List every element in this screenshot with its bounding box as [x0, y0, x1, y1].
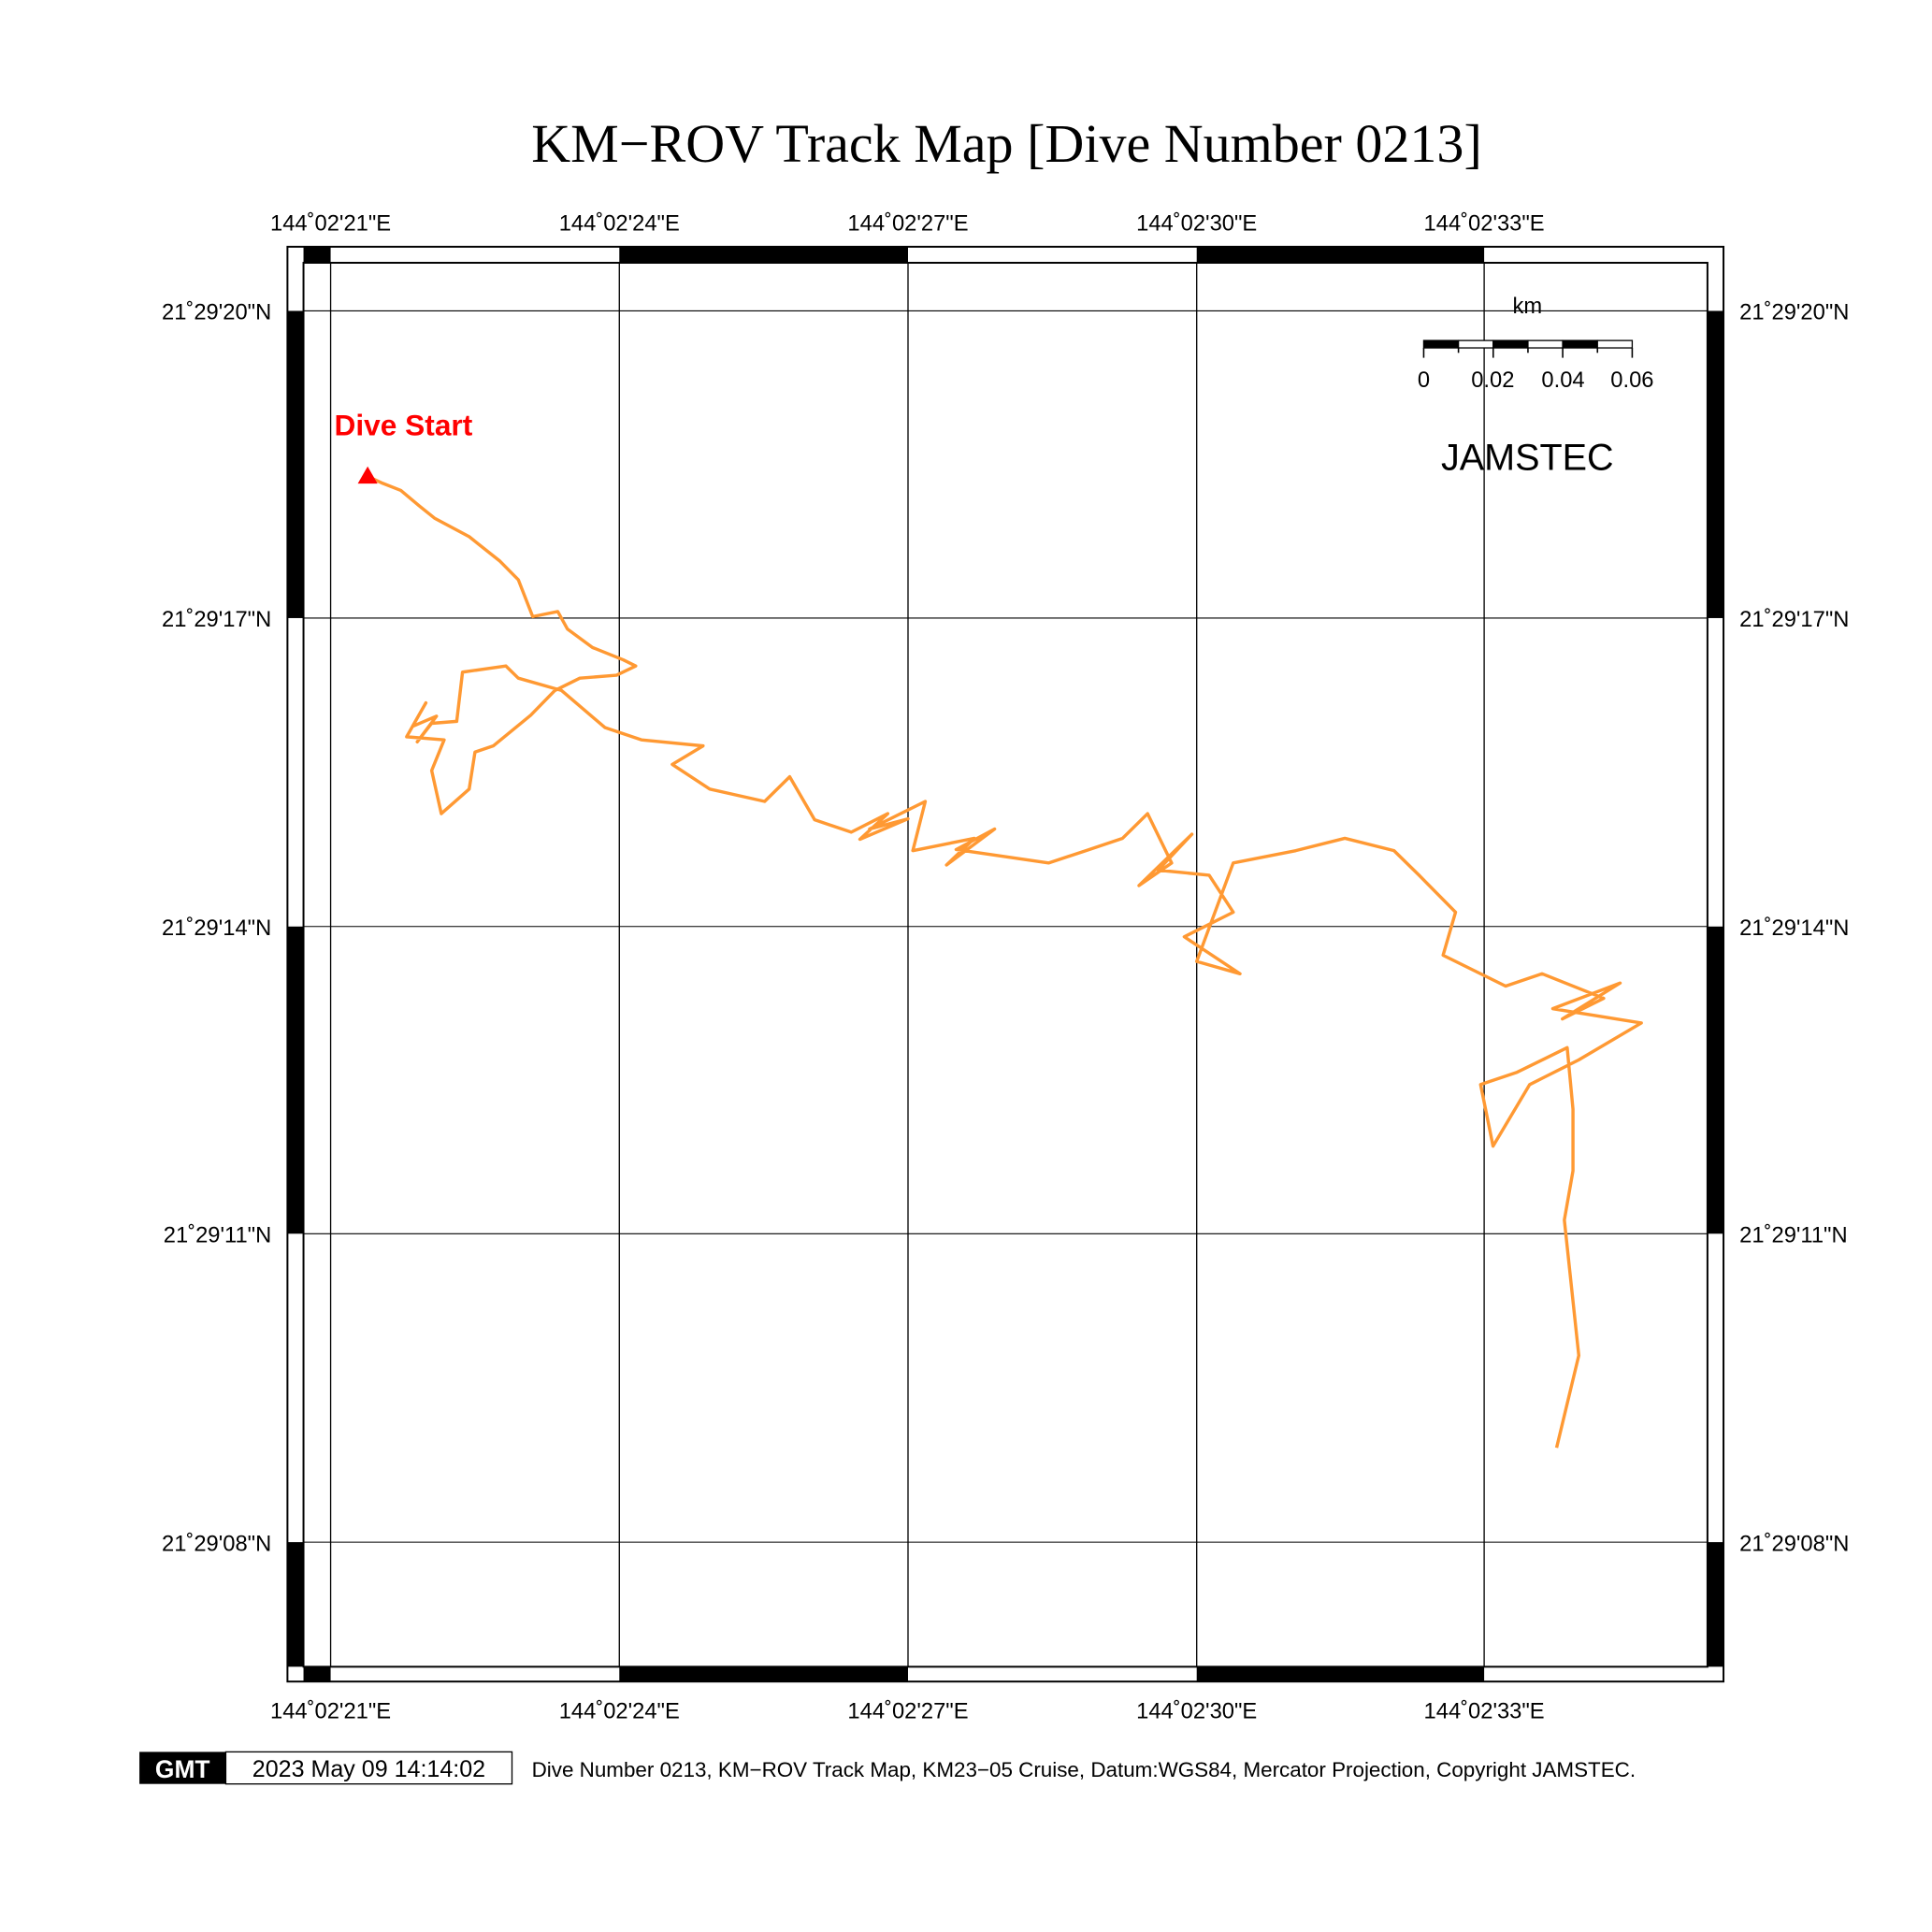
scale-bar-segment: [1527, 339, 1564, 349]
lat-label-right: 21˚29'17"N: [1739, 608, 1849, 632]
scale-tick-label: 0.06: [1610, 368, 1653, 393]
lon-label-bottom: 144˚02'33"E: [1424, 1700, 1545, 1724]
frame-band-segment: [287, 1542, 304, 1667]
lon-label-bottom: 144˚02'27"E: [847, 1700, 968, 1724]
lat-label-left: 21˚29'20"N: [162, 301, 271, 325]
lon-label-top: 144˚02'30"E: [1136, 212, 1257, 237]
lon-label-bottom: 144˚02'30"E: [1136, 1700, 1257, 1724]
lat-label-right: 21˚29'11"N: [1739, 1224, 1847, 1248]
lat-label-left: 21˚29'17"N: [162, 608, 271, 632]
scale-tick-label: 0: [1418, 368, 1430, 393]
frame-band-segment: [287, 926, 304, 1234]
scale-bar-segment: [1457, 339, 1494, 349]
footer: GMT 2023 May 09 14:14:02 Dive Number 021…: [139, 1751, 1636, 1785]
frame-band-segment: [1196, 1666, 1485, 1682]
lat-label-left: 21˚29'08"N: [162, 1532, 271, 1556]
lat-label-left: 21˚29'11"N: [164, 1224, 271, 1248]
lon-label-top: 144˚02'33"E: [1424, 212, 1545, 237]
gmt-logo-text: GMT: [155, 1755, 210, 1783]
scale-unit: km: [1512, 295, 1542, 319]
frame-band-segment: [287, 310, 304, 618]
footer-caption: Dive Number 0213, KM−ROV Track Map, KM23…: [532, 1758, 1636, 1781]
dive-start-label: Dive Start: [335, 409, 473, 442]
gmt-logo: [139, 1752, 226, 1784]
map-title: KM−ROV Track Map [Dive Number 0213]: [531, 113, 1482, 174]
scale-bar-segment: [1562, 339, 1598, 349]
lon-label-top: 144˚02'27"E: [847, 212, 968, 237]
graticule: [303, 263, 1708, 1667]
frame-band-segment: [619, 1666, 908, 1682]
frame-band-segment: [1196, 246, 1485, 264]
frame-band-segment: [1707, 1542, 1724, 1667]
frame-band-segment: [619, 246, 908, 264]
lat-label-right: 21˚29'20"N: [1739, 301, 1849, 325]
lat-label-left: 21˚29'14"N: [162, 916, 271, 941]
scale-bar-segment: [1596, 339, 1634, 349]
lon-label-top: 144˚02'24"E: [559, 212, 680, 237]
scale-tick-label: 0.02: [1471, 368, 1514, 393]
scale-bar-segment: [1422, 339, 1460, 349]
dive-start-triangle-icon: [357, 466, 378, 484]
timestamp-box: [224, 1751, 513, 1785]
inner-frame: [302, 262, 1709, 1668]
scale-bar-segment: [1492, 339, 1529, 349]
lat-label-right: 21˚29'08"N: [1739, 1532, 1849, 1556]
frame-band-segment: [1707, 310, 1724, 618]
jamstec-label: JAMSTEC: [1441, 438, 1614, 479]
frame-band-segment: [303, 246, 331, 264]
lat-label-right: 21˚29'14"N: [1739, 916, 1849, 941]
frame-band-segment: [1707, 926, 1724, 1234]
lon-label-bottom: 144˚02'21"E: [270, 1700, 391, 1724]
timestamp: 2023 May 09 14:14:02: [252, 1756, 485, 1782]
frame-band-segment: [303, 1666, 331, 1682]
lon-label-bottom: 144˚02'24"E: [559, 1700, 680, 1724]
lon-label-top: 144˚02'21"E: [270, 212, 391, 237]
scale-tick-label: 0.04: [1541, 368, 1584, 393]
scale-bar: km 0 0.02 0.04 0.06: [1418, 295, 1654, 393]
rov-track-line: [366, 474, 1643, 1449]
